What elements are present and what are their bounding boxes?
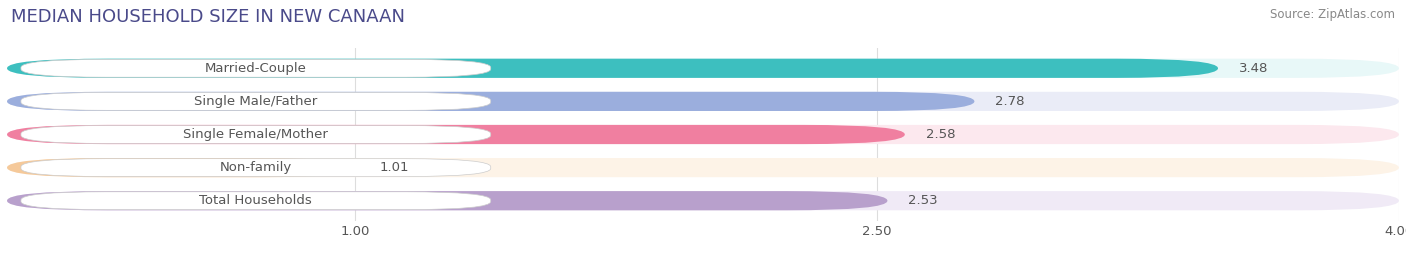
FancyBboxPatch shape (21, 192, 491, 210)
FancyBboxPatch shape (7, 92, 974, 111)
Text: 2.78: 2.78 (995, 95, 1025, 108)
Text: Single Male/Father: Single Male/Father (194, 95, 318, 108)
Text: MEDIAN HOUSEHOLD SIZE IN NEW CANAAN: MEDIAN HOUSEHOLD SIZE IN NEW CANAAN (11, 8, 405, 26)
FancyBboxPatch shape (7, 125, 1399, 144)
FancyBboxPatch shape (7, 158, 359, 177)
FancyBboxPatch shape (7, 59, 1399, 78)
FancyBboxPatch shape (7, 158, 1399, 177)
FancyBboxPatch shape (21, 159, 491, 176)
FancyBboxPatch shape (21, 59, 491, 77)
FancyBboxPatch shape (7, 191, 1399, 210)
Text: Total Households: Total Households (200, 194, 312, 207)
Text: Married-Couple: Married-Couple (205, 62, 307, 75)
Text: Single Female/Mother: Single Female/Mother (183, 128, 328, 141)
Text: 1.01: 1.01 (380, 161, 409, 174)
FancyBboxPatch shape (7, 125, 905, 144)
FancyBboxPatch shape (21, 126, 491, 143)
Text: 3.48: 3.48 (1239, 62, 1268, 75)
FancyBboxPatch shape (7, 191, 887, 210)
Text: Source: ZipAtlas.com: Source: ZipAtlas.com (1270, 8, 1395, 21)
FancyBboxPatch shape (7, 92, 1399, 111)
Text: Non-family: Non-family (219, 161, 292, 174)
FancyBboxPatch shape (7, 59, 1218, 78)
Text: 2.58: 2.58 (925, 128, 955, 141)
FancyBboxPatch shape (21, 93, 491, 110)
Text: 2.53: 2.53 (908, 194, 938, 207)
